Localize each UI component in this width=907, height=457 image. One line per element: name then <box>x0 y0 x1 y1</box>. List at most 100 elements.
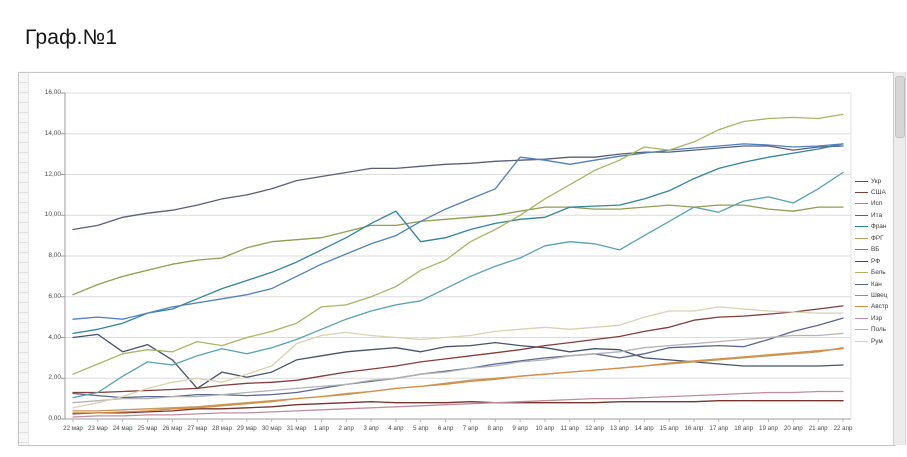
legend-label: Бель <box>871 269 886 277</box>
legend-color-line <box>855 306 868 308</box>
y-axis-tick-label: 14,00 <box>44 129 61 137</box>
x-axis-tick-label: 23 мар <box>87 425 108 432</box>
legend-color-line <box>855 317 868 319</box>
legend-item: США <box>855 187 886 197</box>
y-axis-tick-label: 0,00 <box>48 415 61 422</box>
x-axis-tick-label: 10 апр <box>535 425 555 432</box>
x-axis-tick-label: 13 апр <box>610 425 629 432</box>
series-line-РФ <box>72 400 844 415</box>
legend-color-line <box>855 180 868 182</box>
legend-label: Швец <box>871 292 888 299</box>
x-axis-tick-label: 9 апр <box>512 425 528 432</box>
series-line-Фран <box>72 143 844 335</box>
series-line-Рум <box>72 306 844 409</box>
series-line-ВБ <box>72 143 844 320</box>
x-axis-tick-label: 31 мар <box>286 425 307 432</box>
legend-item: Ита <box>855 210 882 220</box>
legend-label: Укр <box>871 177 882 185</box>
legend-label: Австр <box>871 303 889 311</box>
legend-color-line <box>855 295 868 296</box>
x-axis-tick-label: 18 апр <box>734 425 754 432</box>
series-line-США <box>72 305 844 394</box>
legend-item: Бель <box>855 268 886 278</box>
legend-label: Фран <box>871 223 887 231</box>
x-axis-tick-label: 16 апр <box>684 425 704 432</box>
legend-item: Поль <box>855 325 886 335</box>
series-line-Австр <box>72 348 844 414</box>
legend-label: РФ <box>871 257 881 265</box>
x-axis-tick-label: 26 мар <box>162 425 183 432</box>
x-axis-tick-label: 11 апр <box>560 425 579 432</box>
x-axis-tick-label: 19 апр <box>759 425 778 432</box>
x-axis-tick-label: 22 мар <box>63 425 83 432</box>
y-axis-tick-label: 6,00 <box>48 292 61 300</box>
legend-color-line <box>855 249 868 251</box>
legend-label: Исп <box>871 200 883 208</box>
series-line-Укр <box>72 333 844 390</box>
legend-item: Рум <box>855 336 883 346</box>
series-line-Бель <box>72 113 844 375</box>
scrollbar-thumb[interactable] <box>895 76 905 138</box>
legend-color-line <box>855 283 868 285</box>
legend-label: Рум <box>871 337 883 345</box>
series-line-Поль <box>72 332 844 404</box>
legend-color-line <box>855 272 868 274</box>
legend-item: Швец <box>855 291 887 301</box>
legend-item: Изр <box>855 313 882 323</box>
x-axis-tick-label: 3 апр <box>363 425 379 432</box>
x-axis-tick-label: 25 мар <box>137 425 158 432</box>
line-chart-frame: 0,00 2,00 4,00 6,00 8,00 10,00 12,00 14,00 16,00… <box>18 72 896 446</box>
x-axis-tick-label: 30 мар <box>261 425 282 432</box>
legend-label: ВБ <box>871 246 880 254</box>
y-axis-tick-label: 8,00 <box>48 252 61 259</box>
x-axis-tick-label: 6 апр <box>437 425 454 432</box>
legend-item: Австр <box>855 302 888 312</box>
legend-color-line <box>855 214 868 216</box>
legend-color-line <box>855 329 868 331</box>
legend-color-line <box>855 226 868 228</box>
legend-color-line <box>855 340 868 342</box>
legend-item: ФРГ <box>855 233 884 243</box>
legend-label: ФРГ <box>871 234 884 242</box>
x-axis-tick-label: 12 апр <box>585 425 605 432</box>
x-axis-tick-label: 1 апр <box>313 425 330 432</box>
x-axis-tick-label: 21 апр <box>808 425 828 432</box>
x-axis-tick-label: 29 мар <box>236 425 257 432</box>
legend-item: Укр <box>855 176 881 186</box>
y-axis-tick-label: 10,00 <box>44 211 61 219</box>
x-axis-tick-label: 7 апр <box>462 425 479 432</box>
series-line-Исп <box>72 204 844 296</box>
x-axis-tick-label: 14 апр <box>634 425 654 432</box>
legend-color-line <box>855 191 868 193</box>
scrollbar[interactable] <box>893 72 906 445</box>
x-axis-tick-label: 17 апр <box>709 425 729 432</box>
series-line-ФРГ <box>72 347 844 412</box>
legend-color-line <box>855 260 868 262</box>
x-axis-tick-label: 24 мар <box>112 425 133 432</box>
x-axis-tick-label: 20 апр <box>783 425 803 432</box>
legend-label: Ита <box>871 211 883 219</box>
legend-label: Поль <box>871 326 887 334</box>
y-axis-tick-label: 16,00 <box>44 89 61 96</box>
x-axis-tick-label: 8 апр <box>487 425 503 432</box>
legend-item: РФ <box>855 256 880 266</box>
legend-item: Исп <box>855 199 882 209</box>
x-axis-tick-label: 22 апр <box>833 425 853 432</box>
x-axis-tick-label: 4 апр <box>388 425 404 432</box>
y-axis-tick-label: 4,00 <box>48 333 61 341</box>
x-axis-tick-label: 2 апр <box>338 425 354 432</box>
plot-area <box>61 92 852 422</box>
legend-label: Изр <box>871 314 883 322</box>
x-axis-tick-label: 27 мар <box>187 425 208 432</box>
series-line-Изр <box>72 390 844 418</box>
legend-item: Кан <box>855 279 882 289</box>
legend-item: Фран <box>855 222 887 232</box>
series-line-Швец <box>72 171 844 399</box>
x-axis-tick-label: 28 мар <box>212 425 232 432</box>
spreadsheet-row-strip <box>19 73 29 445</box>
x-axis-tick-label: 15 апр <box>659 425 679 432</box>
legend-color-line <box>855 203 868 205</box>
legend-color-line <box>855 237 868 239</box>
legend-label: Кан <box>871 280 882 288</box>
page-title: Граф.№1 <box>25 26 118 49</box>
